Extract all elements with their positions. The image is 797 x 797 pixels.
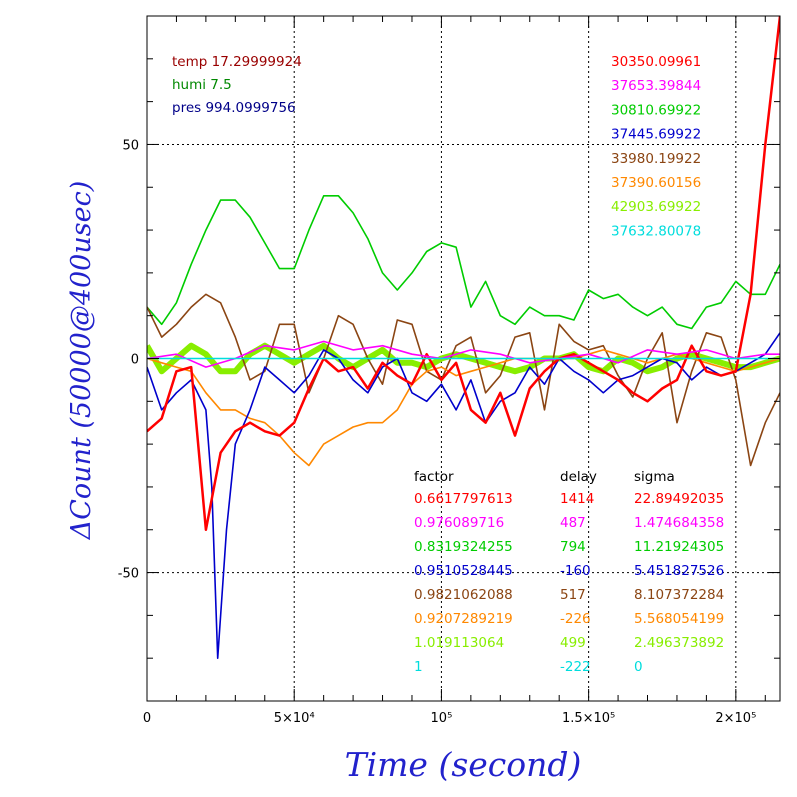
series-base-value: 30810.69922 (611, 102, 701, 118)
table-delay-value: 487 (560, 515, 586, 531)
table-delay-value: 499 (560, 635, 586, 651)
table-factor-value: 0.976089716 (414, 515, 504, 531)
series-line-4 (147, 332, 780, 660)
table-sigma-value: 22.89492035 (634, 491, 724, 507)
table-header-delay: delay (560, 469, 597, 485)
condition-text: humi 7.5 (172, 77, 232, 93)
y-tick-label: 0 (131, 353, 139, 368)
series-base-value: 37632.80078 (611, 223, 701, 239)
x-tick-label: 2×10⁵ (715, 711, 756, 726)
x-axis-label: Time (second) (345, 745, 582, 784)
table-sigma-value: 2.496373892 (634, 635, 724, 651)
table-factor-value: 0.8319324255 (414, 539, 513, 555)
series-base-value: 42903.69922 (611, 199, 701, 215)
table-factor-value: 0.9207289219 (414, 611, 513, 627)
series-lines (147, 16, 780, 660)
annotations: temp 17.29999924 humi 7.5 pres 994.0999756… (172, 54, 724, 675)
series-base-value: 37445.69922 (611, 127, 701, 143)
series-line-7 (147, 342, 780, 375)
table-sigma-value: 8.107372284 (634, 587, 724, 603)
table-delay-value: -226 (560, 611, 591, 627)
series-line-6 (147, 349, 780, 467)
condition-text: pres 994.0999756 (172, 100, 296, 116)
table-delay-value: -222 (560, 659, 591, 675)
x-tick-label: 0 (143, 711, 151, 726)
series-base-value: 37653.39844 (611, 78, 701, 94)
series-base-value: 30350.09961 (611, 54, 701, 70)
x-tick-label: 1.5×10⁵ (562, 711, 615, 726)
table-delay-value: 517 (560, 587, 586, 603)
y-axis-label: ΔCount (50000@400usec) (66, 181, 97, 540)
table-factor-value: 0.9510528445 (414, 563, 513, 579)
table-factor-value: 0.9821062088 (414, 587, 513, 603)
table-factor-value: 1 (414, 659, 423, 675)
table-header-sigma: sigma (634, 469, 675, 485)
x-tick-label: 5×10⁴ (274, 711, 315, 726)
series-line-2 (147, 340, 780, 368)
table-factor-value: 0.6617797613 (414, 491, 513, 507)
table-delay-value: -160 (560, 563, 591, 579)
table-sigma-value: 11.21924305 (634, 539, 724, 555)
series-base-value: 33980.19922 (611, 151, 701, 167)
table-sigma-value: 5.451827526 (634, 563, 724, 579)
table-factor-value: 1.019113064 (414, 635, 504, 651)
table-sigma-value: 0 (634, 659, 643, 675)
axis-ticks: 0 5×10⁴ 10⁵ 1.5×10⁵ 2×10⁵ 50 0 -50 (118, 16, 780, 726)
y-tick-label: 50 (122, 138, 139, 153)
condition-text: temp 17.29999924 (172, 54, 302, 70)
series-base-value: 37390.60156 (611, 175, 701, 191)
table-header-factor: factor (414, 469, 454, 485)
series-line-1 (147, 16, 780, 532)
table-delay-value: 1414 (560, 491, 594, 507)
table-sigma-value: 1.474684358 (634, 515, 724, 531)
y-tick-label: -50 (118, 567, 139, 582)
table-delay-value: 794 (560, 539, 586, 555)
series-line-5 (147, 293, 780, 467)
series-line-3 (147, 195, 780, 330)
x-tick-label: 10⁵ (431, 711, 453, 726)
table-sigma-value: 5.568054199 (634, 611, 724, 627)
